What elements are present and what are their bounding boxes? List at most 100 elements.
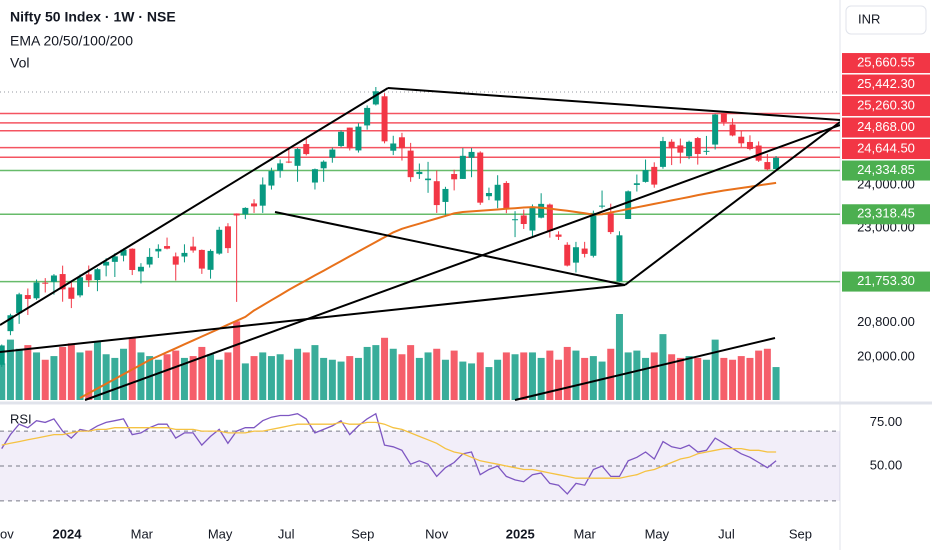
candle-body [33,282,40,299]
candle-body [590,212,597,256]
level-label-box [842,160,930,181]
trendline [514,337,776,401]
volume-bar [59,346,67,400]
volume-bar [476,352,484,400]
volume-bar [668,354,676,400]
volume-bar [572,350,580,400]
volume-bar [528,352,536,400]
y-tick-label: 20,000.00 [857,348,915,363]
volume-bar [363,346,371,400]
candle-body [485,192,492,197]
candle-body [137,266,144,272]
volume-bar [494,359,502,400]
candle-body [155,248,162,252]
candle-body [242,207,249,215]
candle-body [50,275,57,282]
candle-body [364,107,371,126]
candle-body [572,247,579,263]
candle-body [216,229,223,254]
candle-body [16,294,23,314]
volume-bar [302,352,310,400]
candle-body [294,149,301,166]
volume-bar [598,361,606,400]
candle-body [7,315,14,332]
candle-body [190,246,197,251]
candle-body [94,269,101,280]
candle-body [268,171,275,186]
volume-bar [729,359,737,400]
volume-bar [589,356,597,400]
level-label-box [842,74,930,95]
candle-body [329,149,336,158]
candle-body [146,256,153,265]
volume-bar [33,352,41,400]
volume-bar [172,350,180,400]
volume-bar [763,348,771,400]
candle-body [224,226,231,249]
volume-bar [737,356,745,400]
volume-bar [346,356,354,400]
candle-body [773,157,780,169]
volume-bar [250,356,258,400]
candle-body [111,256,118,262]
candle-body [398,137,405,149]
level-label: 25,260.30 [857,97,915,112]
candle-body [694,138,701,155]
candle-body [512,219,519,221]
candle-body [703,150,710,152]
candle-body [303,144,310,155]
candle-body [468,151,475,158]
volume-bar [354,357,362,400]
candle-body [355,126,362,151]
x-tick-label: 2024 [53,526,83,541]
volume-bar [398,354,406,400]
volume-bar [615,314,623,400]
volume-bar [502,352,510,400]
trendline [274,211,626,286]
volume-bar [372,345,380,400]
candle-body [338,131,345,146]
volume-bar [485,367,493,400]
volume-bar [294,348,302,400]
x-tick-label: Nov [425,526,449,541]
candle-body [764,162,771,170]
volume-bar [154,359,162,400]
volume-bar [433,348,441,400]
volume-bar [224,352,232,400]
currency-button[interactable] [845,5,927,35]
volume-bar [163,354,171,400]
candle-body [346,127,353,149]
level-label: 24,868.00 [857,119,915,134]
candle-body [599,205,606,207]
volume-bar [320,357,328,400]
currency-label[interactable]: INR [858,11,880,26]
volume-bar [233,321,241,400]
rsi-line [1,421,777,479]
candle-body [68,287,75,299]
volume-bar [650,352,658,400]
candle-body [320,161,327,169]
candle-body [433,181,440,206]
candle-body [477,152,484,203]
level-label: 25,442.30 [857,76,915,91]
trendline [387,87,840,121]
candle-body [668,141,675,149]
volume-bar [607,348,615,400]
x-tick-label: Mar [573,526,596,541]
candle-body [494,184,501,201]
level-label-box [842,96,930,117]
candle-body [564,244,571,266]
volume-bar [0,363,6,400]
candle-body [172,256,179,265]
volume-bar [6,339,14,400]
volume-bar [702,359,710,400]
volume-bar [659,334,667,400]
y-tick-label: 20,800.00 [857,314,915,329]
price-pane [0,87,840,400]
ema-line [79,181,777,399]
level-label: 25,660.55 [857,54,915,69]
volume-bar [511,354,519,400]
candle-body [277,163,284,171]
volume-bar [581,357,589,400]
